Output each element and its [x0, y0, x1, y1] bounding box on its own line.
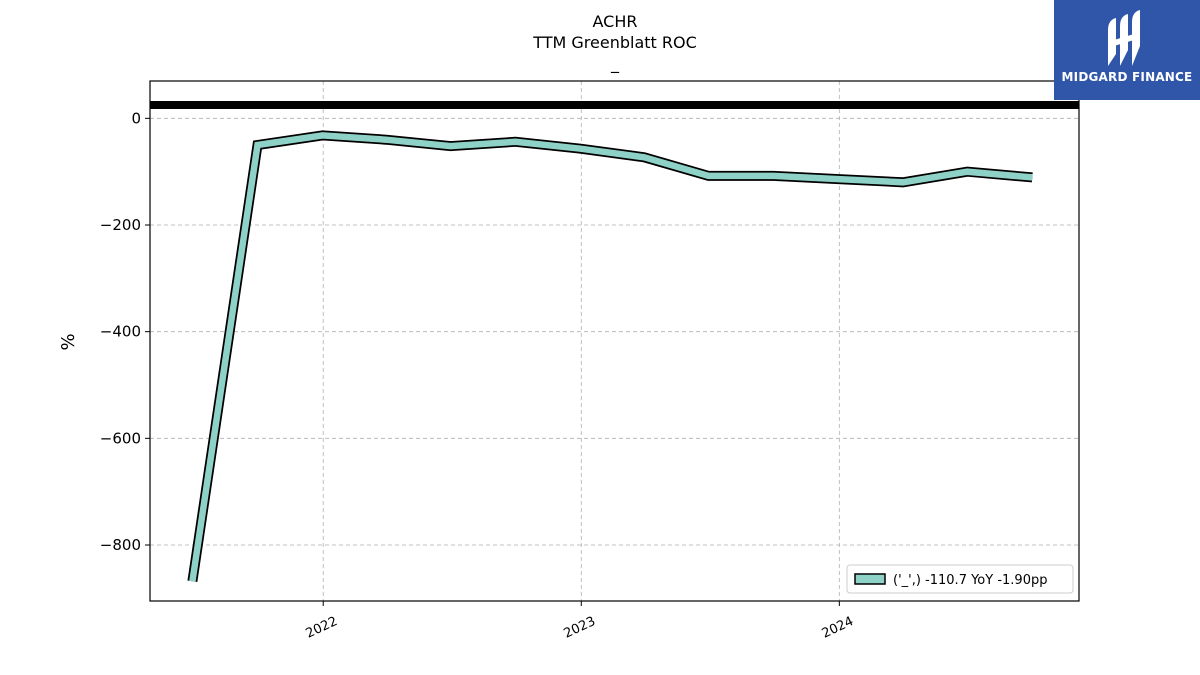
y-tick-label: −400: [100, 323, 141, 341]
y-axis: 0 −200 −400 −600 −800: [100, 109, 150, 554]
x-tick-label: 2023: [562, 614, 598, 642]
legend-box: [846, 564, 1074, 594]
logo-mark-icon: [1108, 10, 1140, 66]
x-axis: 2022 2023 2024: [304, 601, 856, 642]
grid: [150, 81, 1079, 601]
logo-text: MIDGARD FINANCE: [1061, 70, 1193, 84]
y-axis-label: %: [58, 333, 79, 350]
legend-entry: ('_',) -110.7 YoY -1.90pp: [893, 573, 1047, 588]
title-line-0: ACHR: [593, 12, 638, 31]
series-line-0: [189, 132, 1033, 582]
title-line-2: _: [610, 54, 620, 74]
title-line-1: TTM Greenblatt ROC: [532, 33, 697, 52]
legend-swatch: [854, 573, 886, 585]
y-tick-label: −800: [100, 536, 141, 554]
x-tick-label: 2022: [304, 614, 340, 642]
y-tick-label: −600: [100, 429, 141, 447]
y-tick-label: −200: [100, 216, 141, 234]
series-outline-0: [187, 130, 1033, 583]
series-lines: [187, 130, 1033, 583]
midgard-finance-logo: MIDGARD FINANCE: [1054, 0, 1200, 100]
x-tick-label: 2024: [820, 614, 856, 642]
chart-title: ACHR TTM Greenblatt ROC _: [532, 12, 697, 74]
y-tick-label: 0: [131, 109, 141, 127]
legend: ('_',) -110.7 YoY -1.90pp: [846, 564, 1074, 594]
plot-frame: [149, 80, 1080, 602]
